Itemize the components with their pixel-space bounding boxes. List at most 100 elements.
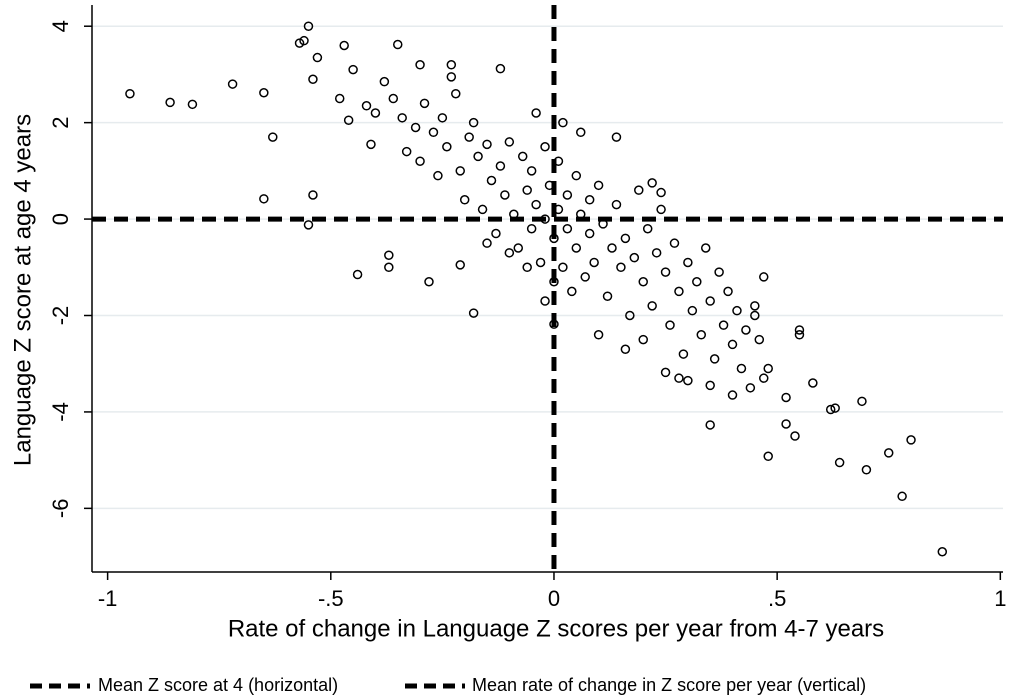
point	[312, 52, 323, 63]
point	[718, 320, 729, 330]
point	[259, 194, 269, 204]
point	[750, 301, 760, 311]
point	[696, 330, 707, 340]
point	[571, 243, 582, 253]
point	[709, 354, 720, 364]
x-tick-label: -1	[98, 586, 118, 611]
point	[366, 139, 376, 150]
y-axis-label: Language Z score at age 4 years	[9, 114, 36, 466]
y-tick-label: 0	[48, 213, 73, 225]
point	[750, 310, 760, 321]
point	[165, 97, 175, 108]
point	[522, 185, 532, 195]
point	[674, 286, 684, 297]
point	[468, 117, 479, 128]
point	[700, 243, 711, 253]
point	[754, 334, 765, 345]
point	[339, 40, 349, 51]
point	[540, 142, 550, 152]
point	[638, 277, 648, 287]
point	[660, 267, 671, 277]
point	[683, 375, 693, 386]
point	[348, 64, 358, 75]
point	[611, 199, 622, 210]
point	[392, 39, 403, 50]
point	[669, 238, 680, 248]
point	[602, 291, 613, 301]
point	[517, 151, 528, 162]
point	[526, 166, 537, 176]
point	[424, 277, 434, 287]
point	[732, 305, 742, 316]
point	[611, 132, 622, 142]
point	[268, 132, 278, 142]
point	[446, 60, 457, 70]
point	[504, 137, 515, 147]
point	[759, 373, 769, 383]
point	[665, 320, 675, 330]
point	[464, 132, 474, 142]
point	[227, 79, 238, 89]
point	[558, 117, 568, 128]
point	[415, 156, 425, 166]
point	[491, 228, 501, 239]
point	[727, 339, 738, 350]
point	[727, 390, 738, 400]
point	[620, 344, 631, 354]
point	[308, 74, 318, 84]
x-tick-label: 1	[994, 586, 1006, 611]
point	[683, 257, 693, 268]
point	[642, 223, 653, 234]
point	[379, 76, 390, 87]
point	[745, 383, 756, 393]
point	[477, 204, 488, 215]
point	[495, 63, 506, 74]
point	[651, 248, 662, 258]
point	[656, 204, 666, 215]
point	[620, 233, 631, 244]
point	[486, 175, 497, 186]
point	[433, 170, 443, 181]
point	[397, 113, 407, 123]
point	[410, 122, 421, 133]
point	[714, 267, 724, 277]
point	[558, 262, 568, 273]
point	[576, 127, 586, 138]
point	[361, 101, 372, 111]
point	[259, 88, 269, 98]
point	[607, 243, 617, 253]
point	[303, 220, 314, 230]
point	[736, 363, 747, 374]
point	[482, 139, 492, 150]
point	[589, 257, 599, 268]
point	[625, 310, 635, 321]
point	[303, 21, 314, 31]
y-tick-label: -4	[48, 402, 73, 422]
point	[459, 195, 470, 205]
point	[187, 99, 198, 110]
point	[830, 403, 840, 413]
point	[616, 262, 626, 273]
point	[526, 223, 537, 234]
point	[455, 166, 465, 176]
point	[334, 93, 345, 104]
point	[468, 308, 479, 318]
point	[692, 277, 702, 287]
point	[741, 325, 751, 335]
point	[656, 187, 666, 198]
point	[513, 243, 524, 253]
point	[906, 435, 916, 445]
point	[473, 151, 483, 162]
point	[500, 190, 510, 200]
point	[415, 60, 425, 70]
point	[384, 262, 394, 273]
point	[937, 547, 948, 557]
point	[125, 88, 135, 99]
x-tick-label: .5	[768, 586, 786, 611]
point	[428, 127, 439, 138]
point	[897, 491, 907, 502]
point	[705, 296, 715, 306]
point	[401, 146, 412, 157]
point	[705, 380, 715, 391]
point	[567, 286, 577, 297]
